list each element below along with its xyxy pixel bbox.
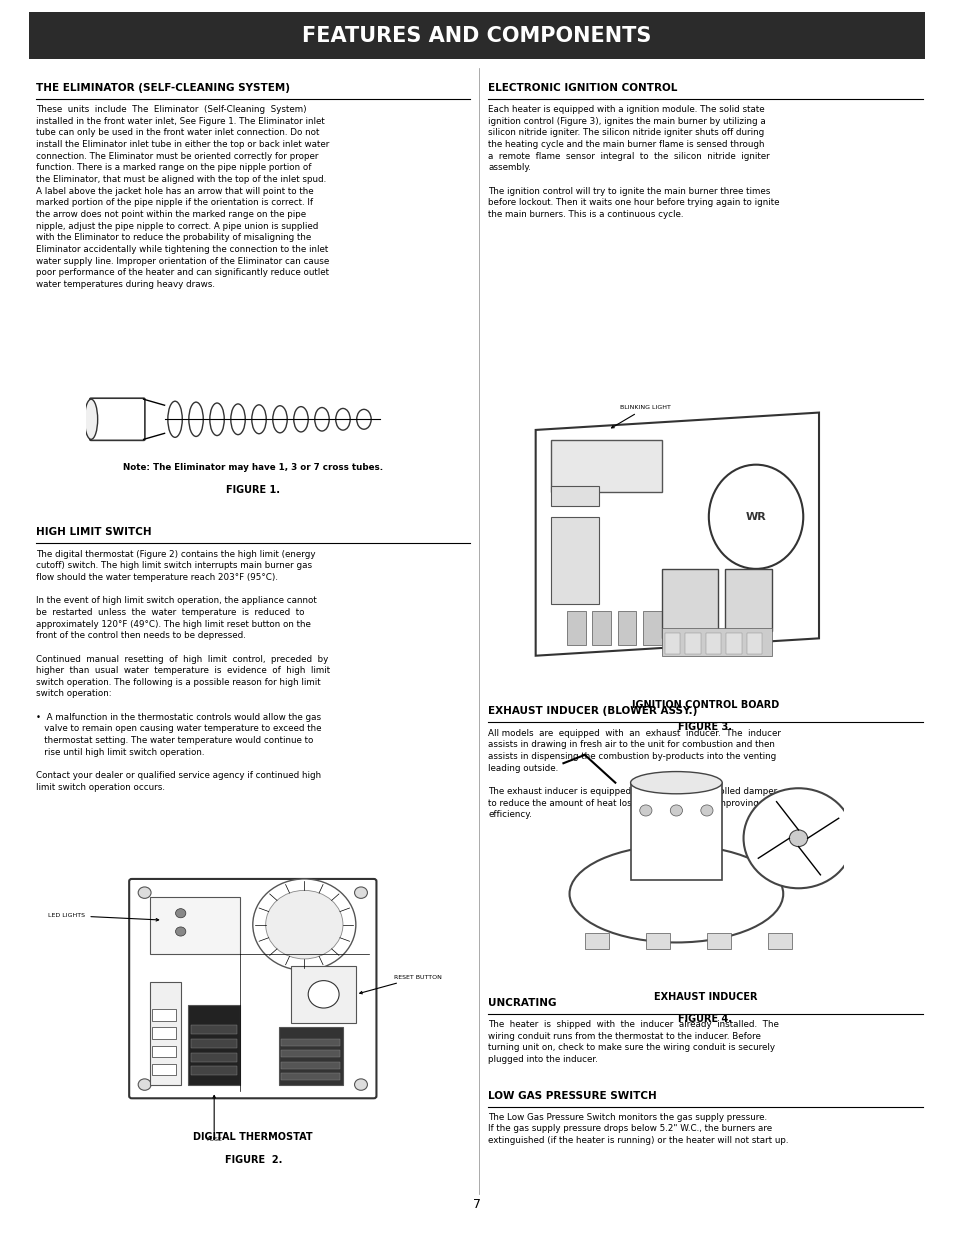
Circle shape	[175, 927, 186, 936]
Ellipse shape	[314, 408, 329, 431]
Text: FIGURE 4.: FIGURE 4.	[678, 1014, 732, 1024]
Text: HIGH LIMIT SWITCH: HIGH LIMIT SWITCH	[36, 527, 152, 537]
Text: UNCRATING: UNCRATING	[488, 998, 557, 1008]
Bar	[150, 982, 180, 1084]
Bar	[551, 441, 661, 493]
Bar	[551, 485, 598, 506]
Polygon shape	[536, 412, 818, 656]
Ellipse shape	[168, 401, 182, 437]
Ellipse shape	[231, 404, 245, 435]
Bar	[281, 1039, 340, 1046]
Text: All models  are  equipped  with  an  exhaust  inducer.  The  inducer
assists in : All models are equipped with an exhaust …	[488, 729, 781, 819]
Circle shape	[788, 830, 807, 847]
Text: DIGITAL THERMOSTAT: DIGITAL THERMOSTAT	[193, 1132, 313, 1142]
Bar	[191, 1052, 237, 1062]
Text: These  units  include  The  Eliminator  (Self-Cleaning  System)
installed in the: These units include The Eliminator (Self…	[36, 105, 330, 289]
Text: IGNITION CONTROL BOARD: IGNITION CONTROL BOARD	[631, 700, 779, 710]
Bar	[584, 932, 609, 950]
Bar	[281, 1050, 340, 1057]
Bar	[746, 634, 761, 655]
Circle shape	[138, 1079, 151, 1091]
Bar	[724, 569, 771, 631]
Bar	[767, 932, 792, 950]
Bar	[706, 932, 731, 950]
Ellipse shape	[294, 406, 308, 432]
Text: FUSE: FUSE	[206, 1095, 222, 1142]
Circle shape	[708, 464, 802, 569]
Text: FIGURE  2.: FIGURE 2.	[224, 1155, 282, 1165]
Bar	[292, 966, 355, 1023]
Bar	[645, 932, 670, 950]
Text: The digital thermostat (Figure 2) contains the high limit (energy
cutoff) switch: The digital thermostat (Figure 2) contai…	[36, 550, 330, 792]
Text: FIGURE 3.: FIGURE 3.	[678, 722, 732, 732]
Circle shape	[175, 909, 186, 918]
Bar	[281, 1073, 340, 1079]
Bar	[551, 516, 598, 604]
FancyBboxPatch shape	[129, 879, 376, 1098]
Bar	[592, 610, 611, 645]
Text: EXHAUST INDUCER (BLOWER ASSY.): EXHAUST INDUCER (BLOWER ASSY.)	[488, 706, 697, 716]
Circle shape	[355, 1079, 367, 1091]
Circle shape	[265, 890, 343, 958]
Bar	[642, 610, 661, 645]
Ellipse shape	[189, 403, 203, 436]
Bar	[661, 569, 718, 638]
Text: WR: WR	[745, 511, 765, 521]
Bar	[152, 1009, 175, 1020]
Text: FIGURE 1.: FIGURE 1.	[226, 485, 280, 495]
Ellipse shape	[630, 772, 721, 794]
Bar	[281, 1062, 340, 1068]
Bar	[661, 627, 771, 656]
Text: 7: 7	[473, 1198, 480, 1210]
Ellipse shape	[273, 406, 287, 432]
Bar	[725, 634, 741, 655]
Text: LOW GAS PRESSURE SWITCH: LOW GAS PRESSURE SWITCH	[488, 1091, 657, 1100]
Text: Note: The Eliminator may have 1, 3 or 7 cross tubes.: Note: The Eliminator may have 1, 3 or 7 …	[123, 463, 383, 472]
Ellipse shape	[569, 845, 782, 942]
Bar	[150, 897, 240, 955]
Bar	[152, 1028, 175, 1039]
Circle shape	[253, 879, 355, 971]
Text: EXHAUST INDUCER: EXHAUST INDUCER	[653, 992, 757, 1002]
Bar	[705, 634, 720, 655]
Bar	[29, 12, 924, 59]
Ellipse shape	[356, 409, 371, 430]
Bar	[152, 1065, 175, 1076]
Circle shape	[670, 805, 681, 816]
Circle shape	[355, 887, 367, 898]
Text: LED LIGHTS: LED LIGHTS	[49, 913, 158, 921]
Bar	[566, 610, 585, 645]
Text: The Low Gas Pressure Switch monitors the gas supply pressure.
If the gas supply : The Low Gas Pressure Switch monitors the…	[488, 1113, 788, 1145]
Bar	[191, 1039, 237, 1049]
Ellipse shape	[335, 409, 350, 430]
Circle shape	[742, 788, 853, 888]
Ellipse shape	[85, 399, 97, 440]
Text: The  heater  is  shipped  with  the  inducer  already  installed.  The
wiring co: The heater is shipped with the inducer a…	[488, 1020, 779, 1065]
Bar	[189, 1004, 240, 1084]
Text: FEATURES AND COMPONENTS: FEATURES AND COMPONENTS	[302, 26, 651, 46]
Bar	[152, 1046, 175, 1057]
Circle shape	[639, 805, 651, 816]
Bar	[617, 610, 636, 645]
Text: THE ELIMINATOR (SELF-CLEANING SYSTEM): THE ELIMINATOR (SELF-CLEANING SYSTEM)	[36, 83, 290, 93]
Bar	[191, 1025, 237, 1035]
FancyBboxPatch shape	[90, 398, 145, 441]
Bar	[664, 634, 679, 655]
Bar	[191, 1066, 237, 1076]
Ellipse shape	[210, 403, 224, 436]
Bar	[630, 783, 721, 879]
Bar	[684, 634, 700, 655]
Circle shape	[308, 981, 338, 1008]
Text: Each heater is equipped with a ignition module. The solid state
ignition control: Each heater is equipped with a ignition …	[488, 105, 780, 219]
Bar	[278, 1028, 343, 1084]
Circle shape	[138, 887, 151, 898]
Circle shape	[700, 805, 712, 816]
Ellipse shape	[252, 405, 266, 433]
Text: ELECTRONIC IGNITION CONTROL: ELECTRONIC IGNITION CONTROL	[488, 83, 678, 93]
Text: BLINKING LIGHT: BLINKING LIGHT	[611, 405, 671, 427]
Text: RESET BUTTON: RESET BUTTON	[359, 974, 442, 994]
